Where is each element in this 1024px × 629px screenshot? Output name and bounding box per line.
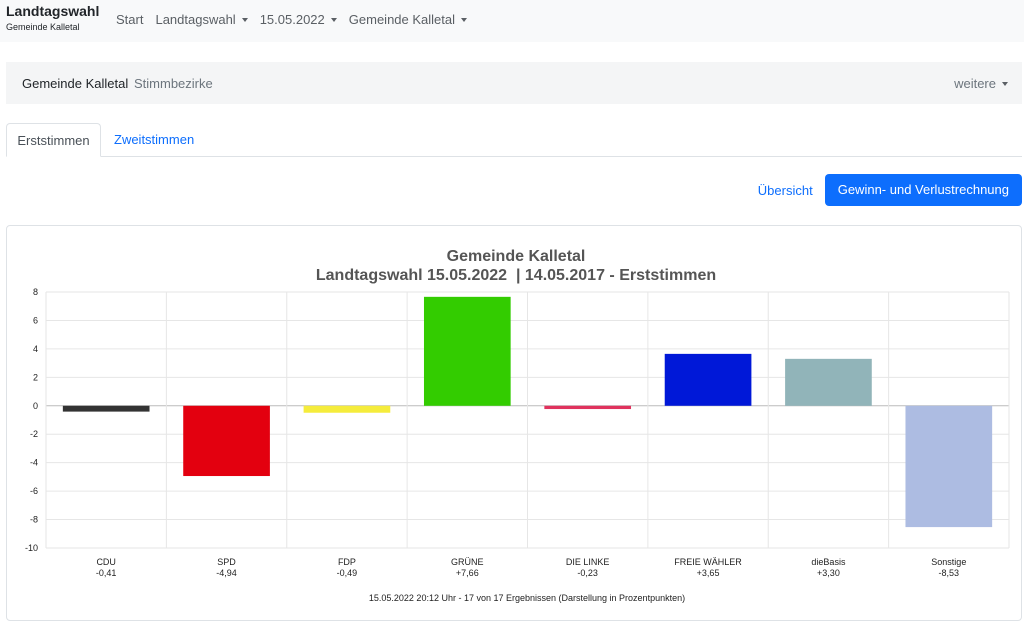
caret-down-icon [241, 17, 248, 22]
bar-cdu [62, 405, 150, 412]
nav-municipality-label: Gemeinde Kalletal [348, 12, 456, 27]
gain-loss-button[interactable]: Gewinn- und Verlustrechnung [824, 174, 1022, 206]
y-tick-label: 2 [33, 372, 38, 382]
value-label: +3,65 [697, 568, 720, 578]
y-tick-label: -2 [30, 429, 38, 439]
nav-date-dropdown[interactable]: 15.05.2022 [260, 12, 337, 27]
bar-gr-ne [423, 296, 511, 406]
caret-down-icon [461, 17, 468, 22]
y-tick-label: -10 [25, 543, 38, 553]
y-tick-label: 0 [33, 401, 38, 411]
caret-down-icon [330, 17, 337, 22]
x-tick-label: FREIE WÄHLER [674, 557, 742, 567]
x-tick-label: GRÜNE [451, 557, 484, 567]
x-tick-label: SPD [217, 557, 236, 567]
chart-subtitle: Landtagswahl 15.05.2022 | 14.05.2017 - E… [316, 267, 716, 284]
y-tick-label: 6 [33, 315, 38, 325]
y-tick-label: 4 [33, 344, 38, 354]
bar-die-linke [544, 405, 632, 410]
nav-election-label: Landtagswahl [155, 12, 236, 27]
value-label: -0,41 [96, 568, 117, 578]
x-tick-label: CDU [96, 557, 116, 567]
value-label: -8,53 [939, 568, 960, 578]
chart-card: Gemeinde Kalletal Landtagswahl 15.05.202… [6, 225, 1022, 621]
x-axis: CDU-0,41 SPD-4,94 FDP-0,49 GRÜNE+7,66 DIE LI… [96, 557, 966, 578]
caret-down-icon [1002, 81, 1008, 86]
chart-bars [62, 296, 993, 528]
y-tick-label: -4 [30, 458, 38, 468]
y-axis: 8 6 4 2 0 -2 -4 -6 -8 -10 [25, 287, 38, 553]
x-tick-label: DIE LINKE [566, 557, 610, 567]
value-label: -0,49 [337, 568, 358, 578]
nav-date-label: 15.05.2022 [259, 12, 325, 27]
tab-zweitstimmen[interactable]: Zweitstimmen [114, 132, 195, 147]
subnav-municipality[interactable]: Gemeinde Kalletal [22, 76, 129, 91]
brand[interactable]: Landtagswahl Gemeinde Kalletal [6, 3, 99, 33]
value-label: +7,66 [456, 568, 479, 578]
chart-footer: 15.05.2022 20:12 Uhr - 17 von 17 Ergebni… [369, 593, 685, 603]
brand-title: Landtagswahl [6, 3, 100, 19]
action-bar: Übersicht Gewinn- und Verlustrechnung [758, 174, 1022, 206]
x-tick-label: dieBasis [811, 557, 846, 567]
y-tick-label: -8 [30, 515, 38, 525]
value-label: +3,30 [817, 568, 840, 578]
tab-erststimmen[interactable]: Erststimmen [6, 123, 101, 157]
x-tick-label: FDP [338, 557, 356, 567]
top-navbar: Landtagswahl Gemeinde Kalletal Start Lan… [0, 0, 1024, 42]
bar-freie-w-hler [664, 353, 752, 406]
bar-sonstige [905, 405, 993, 528]
subnav-more-label: weitere [954, 76, 996, 91]
nav-start[interactable]: Start [116, 12, 144, 27]
chart-title: Gemeinde Kalletal [447, 248, 586, 265]
vote-tabs: Erststimmen Zweitstimmen [6, 123, 1022, 157]
bar-diebasis [785, 358, 872, 406]
bar-fdp [303, 405, 391, 413]
main-nav: Start Landtagswahl 15.05.2022 Gemeinde K… [116, 12, 479, 27]
brand-subtitle: Gemeinde Kalletal [6, 22, 80, 32]
subnav-more-dropdown[interactable]: weitere [954, 76, 1008, 91]
y-tick-label: 8 [33, 287, 38, 297]
y-tick-label: -6 [30, 486, 38, 496]
value-label: -4,94 [216, 568, 237, 578]
value-label: -0,23 [577, 568, 598, 578]
subnav-districts[interactable]: Stimmbezirke [134, 76, 213, 91]
nav-election-dropdown[interactable]: Landtagswahl [155, 12, 248, 27]
sub-navbar: Gemeinde Kalletal Stimmbezirke weitere [6, 62, 1022, 104]
bar-chart: Gemeinde Kalletal Landtagswahl 15.05.202… [25, 248, 1010, 603]
overview-link[interactable]: Übersicht [757, 182, 813, 198]
nav-municipality-dropdown[interactable]: Gemeinde Kalletal [348, 12, 468, 27]
x-tick-label: Sonstige [931, 557, 966, 567]
bar-spd [183, 405, 270, 477]
